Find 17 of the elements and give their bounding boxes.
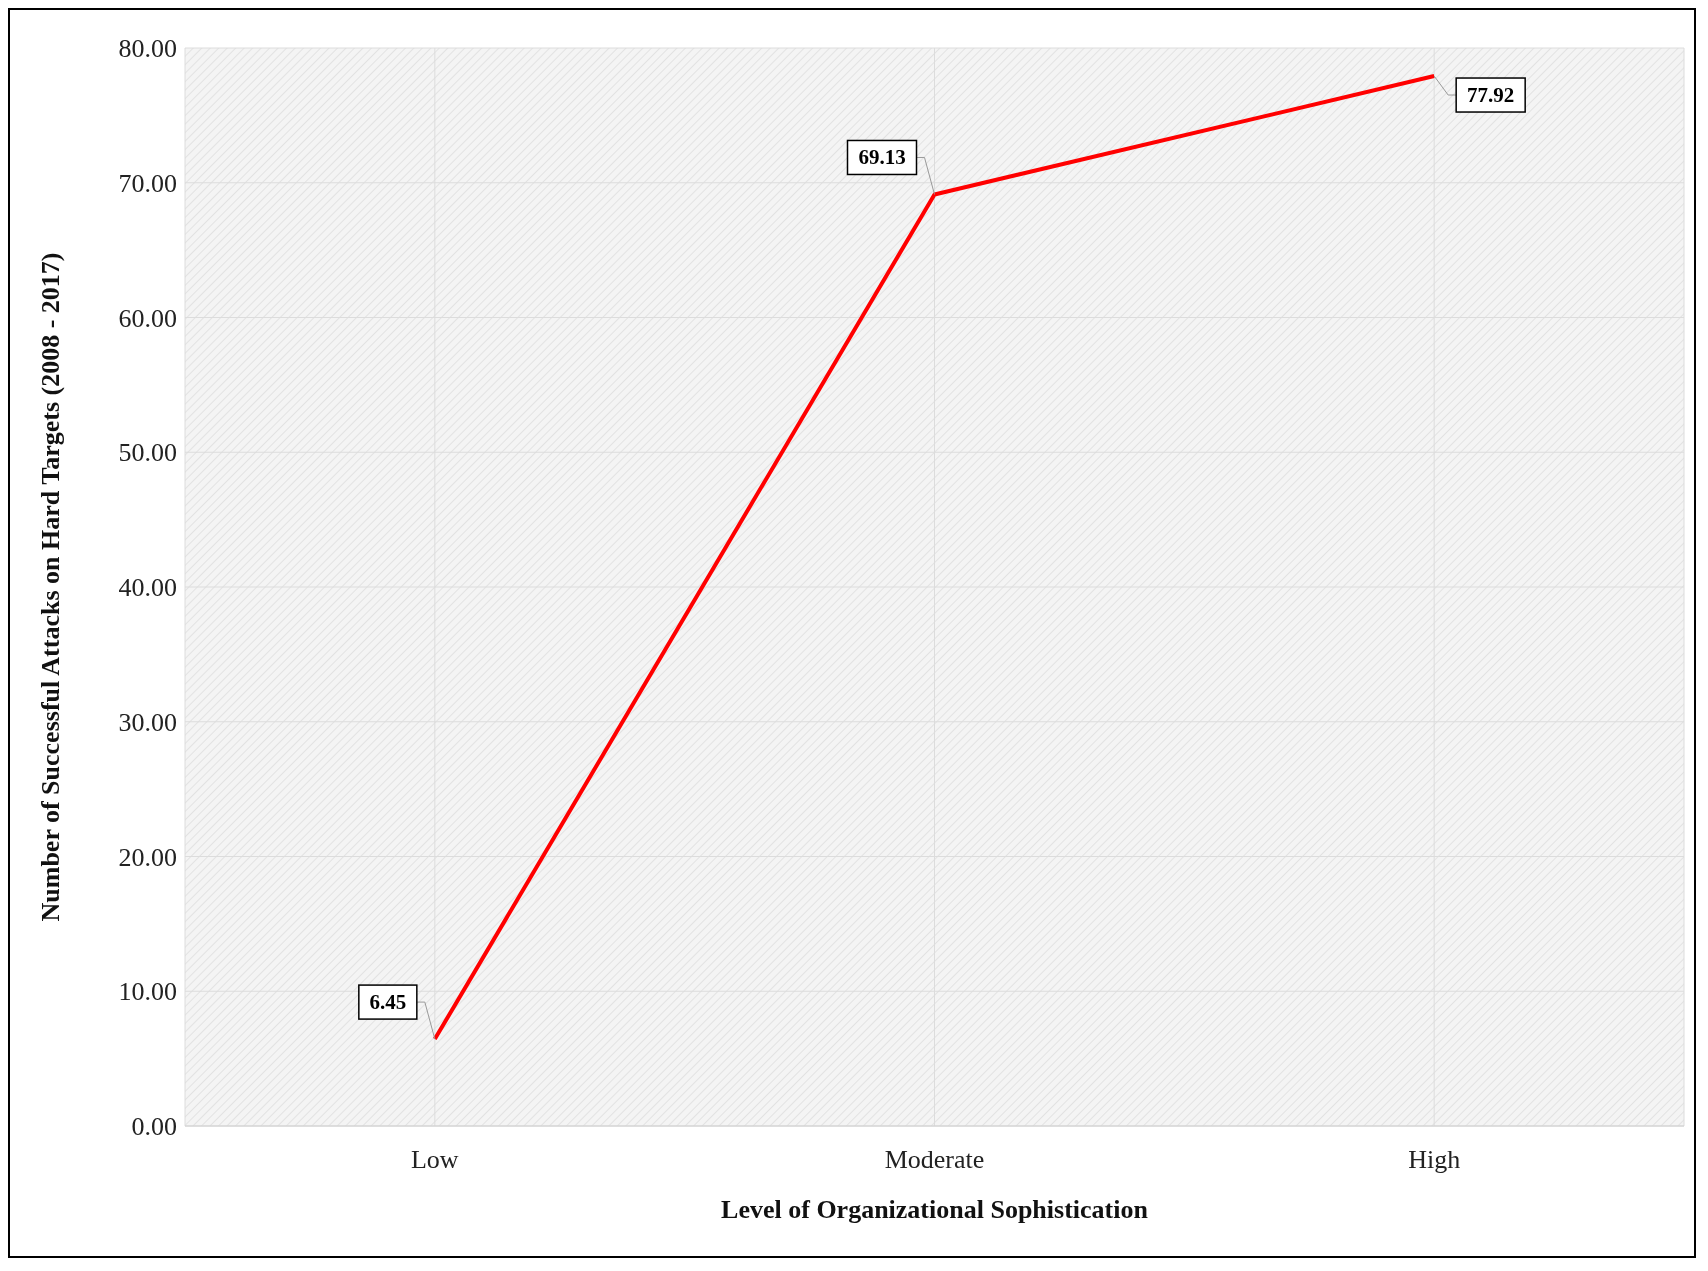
y-tick-label: 80.00 [118, 34, 177, 64]
data-label: 69.13 [858, 145, 906, 170]
data-label: 6.45 [369, 990, 407, 1015]
x-tick-label: High [1408, 1145, 1461, 1175]
x-tick-label: Moderate [884, 1145, 985, 1175]
y-tick-label: 10.00 [118, 977, 177, 1007]
y-tick-label: 70.00 [118, 168, 177, 198]
y-tick-label: 20.00 [118, 842, 177, 872]
y-tick-label: 60.00 [118, 303, 177, 333]
data-label: 77.92 [1467, 83, 1515, 108]
y-axis-title: Number of Successful Attacks on Hard Targets (2008 - 2017) [36, 252, 66, 922]
y-tick-label: 40.00 [118, 573, 177, 603]
y-tick-label: 0.00 [131, 1112, 177, 1142]
x-tick-label: Low [411, 1145, 459, 1175]
y-tick-label: 30.00 [118, 707, 177, 737]
x-axis-title: Level of Organizational Sophistication [721, 1195, 1149, 1224]
y-tick-label: 50.00 [118, 438, 177, 468]
